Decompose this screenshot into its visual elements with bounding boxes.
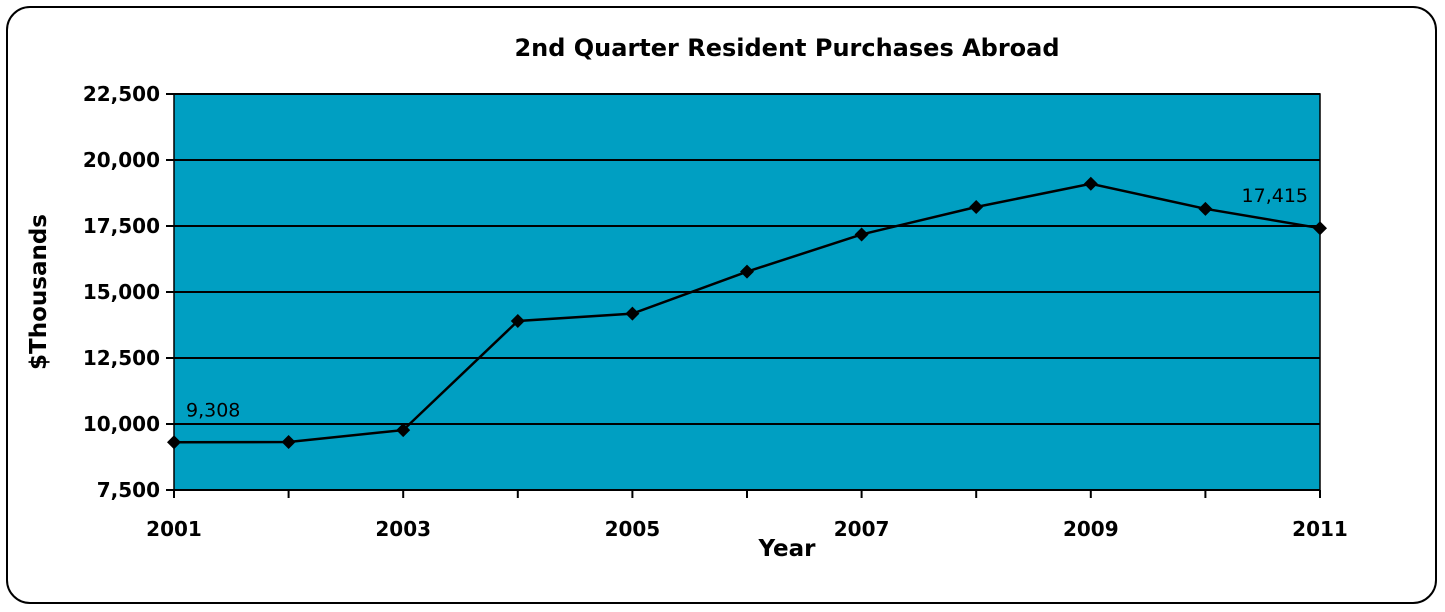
data-point-marker [969, 199, 984, 214]
data-point-marker [510, 314, 525, 329]
y-tick-label: 10,000 [83, 412, 160, 436]
y-tick-label: 7,500 [97, 478, 160, 502]
chart-title: 2nd Quarter Resident Purchases Abroad [514, 34, 1059, 62]
data-point-marker [167, 435, 181, 450]
data-labels: 9,308 17,415 [186, 185, 1308, 421]
x-tick-label: 2011 [1292, 517, 1348, 541]
series-line [167, 176, 1327, 450]
data-point-marker [1313, 221, 1327, 236]
y-tick-label: 22,500 [83, 82, 160, 106]
x-tick-label: 2001 [146, 517, 202, 541]
x-tick-label: 2005 [605, 517, 661, 541]
y-axis-title: $Thousands [26, 214, 52, 370]
x-axis-title: Year [757, 536, 816, 562]
data-point-marker [1198, 201, 1213, 216]
x-tick-label: 2007 [834, 517, 890, 541]
gridlines [174, 93, 1320, 425]
y-tick-label: 20,000 [83, 148, 160, 172]
data-point-marker [281, 434, 296, 449]
y-axis-ticks: 7,500 10,000 12,500 15,000 17,500 20,000 22,50… [83, 82, 174, 502]
data-point-marker [740, 264, 754, 279]
y-tick-label: 17,500 [83, 214, 160, 238]
x-axis-ticks: 2001 2003 2005 2007 2009 2011 [146, 489, 1348, 541]
data-label: 17,415 [1242, 185, 1308, 207]
data-point-marker [625, 306, 640, 321]
y-tick-label: 12,500 [83, 346, 160, 370]
y-tick-label: 15,000 [83, 280, 160, 304]
data-point-marker [854, 227, 869, 242]
data-label: 9,308 [186, 399, 240, 421]
x-tick-label: 2009 [1063, 517, 1119, 541]
data-point-marker [396, 423, 411, 438]
data-point-marker [1083, 176, 1098, 191]
x-tick-label: 2003 [375, 517, 431, 541]
